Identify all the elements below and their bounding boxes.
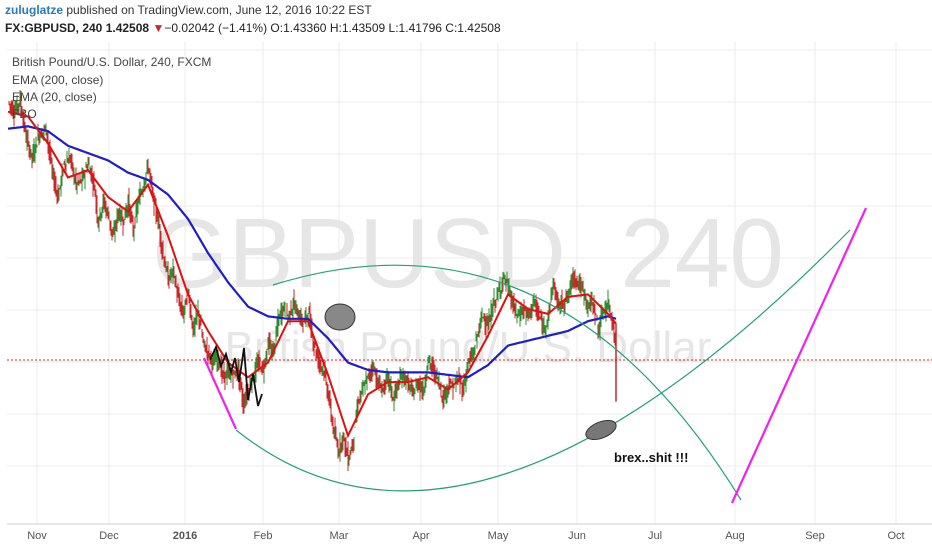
x-label-7: Jun: [568, 530, 586, 542]
legend-third[interactable]: FBO: [12, 107, 37, 121]
gray-marker-circle: [324, 303, 356, 331]
legend-ema200[interactable]: EMA (200, close): [12, 73, 104, 87]
publish-header: zuluglatze published on TradingView.com,…: [5, 3, 372, 17]
ema20-line: [7, 110, 617, 439]
gray-marker-ellipse: [585, 419, 617, 441]
magenta-trend-line-left: [202, 357, 238, 430]
magenta-trend-line-right: [730, 207, 868, 504]
last-price: 1.42508: [105, 21, 150, 35]
x-label-1: Dec: [99, 530, 119, 542]
x-label-11: Oct: [887, 530, 904, 542]
ema200-line: [7, 125, 617, 379]
price-change: −0.02042 (−1.41%): [164, 21, 268, 35]
x-label-6: May: [488, 530, 509, 542]
x-label-10: Sep: [805, 530, 825, 542]
close-value: C:1.42508: [445, 21, 501, 35]
price-chart[interactable]: GBPUSD, 240 British Pound/U.S. Dollar br…: [0, 42, 932, 550]
published-text: published on TradingView.com, June 12, 2…: [66, 3, 372, 17]
time-axis-labels: Nov Dec 2016 Feb Mar Apr May Jun Jul Aug Sep Oct: [27, 530, 904, 542]
legend-title: British Pound/U.S. Dollar, 240, FXCM: [12, 55, 212, 69]
legend-ema20[interactable]: EMA (20, close): [12, 90, 97, 104]
symbol-header: FX:GBPUSD, 240 1.42508 ▼−0.02042 (−1.41%…: [5, 21, 501, 35]
low-value: L:1.41796: [388, 21, 442, 35]
watermark-symbol: GBPUSD, 240: [152, 198, 784, 308]
cup-upper-arc: [272, 264, 742, 501]
down-arrow-icon: ▼: [152, 21, 165, 35]
high-value: H:1.43509: [329, 21, 386, 35]
plot-area: [7, 42, 932, 484]
x-label-5: Apr: [412, 530, 429, 542]
symbol-label: FX:GBPUSD, 240: [5, 21, 103, 35]
open-value: O:1.43360: [270, 21, 327, 35]
brexit-annotation: brex..shit !!!: [614, 450, 688, 465]
hand-drawn-scribble: [209, 344, 263, 407]
cup-lower-arc: [235, 229, 851, 492]
x-label-0: Nov: [27, 530, 47, 542]
x-label-3: Feb: [254, 530, 273, 542]
x-label-4: Mar: [330, 530, 349, 542]
x-label-2: 2016: [173, 530, 197, 542]
x-label-9: Aug: [725, 530, 745, 542]
candles: [8, 90, 617, 471]
author-link[interactable]: zuluglatze: [5, 3, 64, 17]
x-label-8: Jul: [648, 530, 662, 542]
grid: [7, 42, 932, 524]
